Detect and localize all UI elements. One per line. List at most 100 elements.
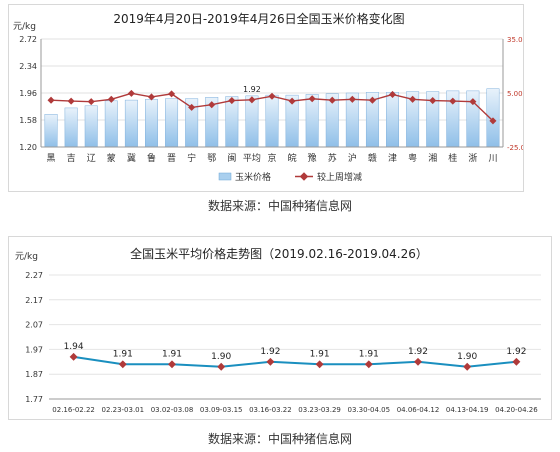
y-tick-label: 2.34 (19, 62, 37, 71)
chart2-ylabel: 元/kg (15, 252, 38, 262)
change-point (449, 97, 457, 105)
x-tick-label: 湘 (428, 152, 437, 164)
change-point (268, 92, 276, 100)
x-tick-label: 京 (267, 152, 276, 164)
avg-price-point (217, 362, 226, 371)
y2-tick-label: 5.00% (507, 90, 523, 98)
chart2-source-caption: 数据来源：中国种猪信息网 (207, 432, 352, 446)
change-point (127, 89, 135, 97)
x-tick-label: 沪 (348, 152, 357, 164)
x-tick-label: 赣 (368, 152, 377, 164)
change-point (429, 97, 437, 105)
x-tick-label: 晋 (167, 153, 176, 164)
bar (165, 98, 179, 148)
change-point (168, 90, 176, 98)
change-point (188, 103, 196, 111)
x-tick-label: 吉 (67, 153, 76, 164)
bar (64, 107, 78, 148)
chart1-title: 2019年4月20日-2019年4月26日全国玉米价格变化图 (113, 11, 404, 26)
y-tick-label: 2.17 (25, 296, 43, 305)
y-tick-label: 1.77 (25, 395, 43, 404)
x-tick-label: 苏 (328, 152, 337, 164)
legend-label-change: 较上周增减 (317, 171, 362, 183)
bar (225, 96, 239, 148)
x-tick-label: 蒙 (107, 152, 116, 164)
bar (265, 94, 279, 148)
change-point (308, 95, 316, 103)
x-tick-label: 03.02-03.08 (151, 406, 194, 414)
change-point (328, 96, 336, 104)
x-tick-label: 浙 (468, 152, 477, 164)
bar (124, 99, 138, 148)
y-tick-label: 1.20 (19, 143, 37, 152)
change-point (208, 101, 216, 109)
bar (245, 95, 259, 148)
x-tick-label: 03.30-04.05 (347, 406, 390, 414)
y2-tick-label: -25.00% (507, 144, 523, 152)
data-label: 1.90 (457, 352, 477, 362)
avg-price-point (118, 360, 127, 369)
legend-marker (299, 172, 309, 181)
chart1-source-caption: 数据来源：中国种猪信息网 (207, 199, 352, 213)
data-label: 1.92 (243, 85, 261, 94)
x-tick-label: 04.13-04.19 (446, 406, 489, 414)
x-tick-label: 04.06-04.12 (397, 406, 440, 414)
x-tick-label: 02.16-02.22 (52, 406, 95, 414)
x-tick-label: 平均 (243, 152, 261, 164)
change-point (409, 95, 417, 103)
avg-price-point (168, 360, 176, 369)
x-tick-label: 鄂 (207, 153, 216, 164)
x-tick-label: 冀 (127, 152, 136, 164)
avg-price-point (364, 360, 373, 369)
data-label: 1.91 (359, 349, 379, 359)
change-point (388, 90, 397, 98)
x-tick-label: 黑 (47, 153, 56, 164)
avg-price-point (512, 357, 521, 366)
change-point (368, 96, 376, 104)
y-tick-label: 2.07 (25, 321, 43, 330)
change-point (348, 95, 356, 103)
legend-label-price: 玉米价格 (235, 171, 271, 183)
avg-price-point (69, 352, 78, 361)
price-change-chart: 2019年4月20日-2019年4月26日全国玉米价格变化图 元/kg 1.20… (13, 11, 537, 183)
change-point (469, 98, 477, 106)
chart1-ylabel: 元/kg (13, 22, 36, 32)
avg-price-point (266, 357, 275, 366)
x-tick-label: 川 (488, 154, 497, 164)
avg-price-trend-chart: 全国玉米平均价格走势图（2019.02.16-2019.04.26） 元/kg … (15, 246, 541, 414)
data-label: 1.94 (64, 342, 84, 352)
bar (104, 100, 118, 148)
x-tick-label: 皖 (288, 152, 297, 164)
chart2-title: 全国玉米平均价格走势图（2019.02.16-2019.04.26） (130, 246, 428, 261)
change-point (228, 97, 236, 105)
y-tick-label: 1.58 (19, 116, 37, 125)
x-tick-label: 辽 (87, 153, 96, 164)
change-point (67, 97, 75, 105)
change-point (87, 98, 95, 106)
x-tick-label: 03.09-03.15 (200, 406, 243, 414)
x-tick-label: 03.23-03.29 (298, 406, 341, 414)
bar (145, 99, 158, 148)
avg-price-trend-panel: 全国玉米平均价格走势图（2019.02.16-2019.04.26） 元/kg … (8, 236, 552, 420)
avg-price-line (73, 355, 517, 368)
legend-swatch-bar (218, 172, 232, 181)
x-tick-label: 桂 (448, 152, 457, 164)
x-tick-label: 粤 (408, 152, 417, 164)
change-point (147, 93, 156, 101)
data-label: 1.91 (113, 349, 133, 359)
avg-price-point (414, 357, 422, 366)
data-label: 1.92 (408, 347, 428, 357)
bar (386, 92, 399, 148)
data-label: 1.90 (211, 352, 231, 362)
change-point (288, 97, 296, 105)
x-tick-label: 02.23-03.01 (101, 406, 144, 414)
avg-price-point (463, 362, 472, 371)
x-tick-label: 豫 (308, 152, 317, 164)
data-label: 1.91 (162, 349, 182, 359)
change-point (489, 117, 497, 125)
data-label: 1.92 (260, 347, 280, 357)
change-point (47, 96, 55, 104)
y-tick-label: 1.96 (19, 89, 37, 98)
y-tick-label: 1.87 (25, 370, 43, 379)
bar (44, 114, 58, 148)
